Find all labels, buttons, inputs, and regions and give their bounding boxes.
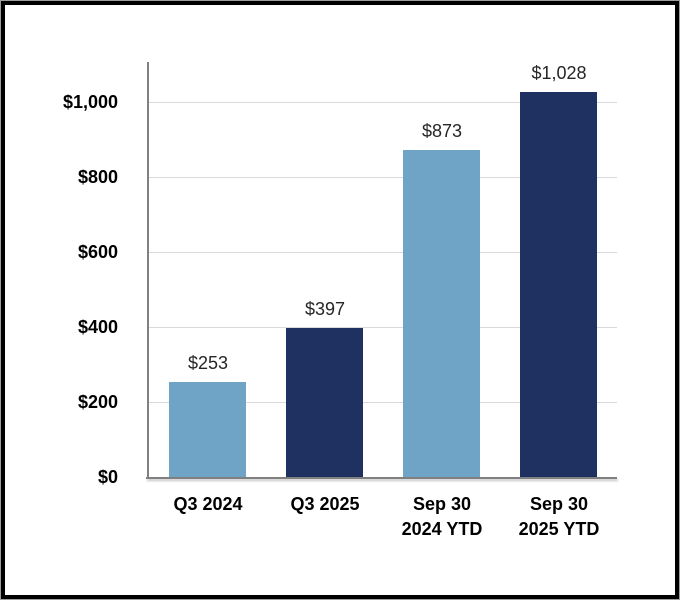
bar-value-label: $397 — [304, 299, 346, 319]
bar-value-label: $873 — [421, 121, 463, 141]
y-axis-tick-label: $600 — [77, 242, 118, 262]
y-axis-tick-label: $800 — [77, 167, 118, 187]
gridline — [149, 252, 617, 253]
gridline — [149, 402, 617, 403]
y-axis-tick-label: $400 — [77, 317, 118, 337]
x-axis-category-label: Sep 30 2025 YTD — [518, 494, 600, 539]
x-axis-line — [146, 477, 617, 479]
gridline — [149, 102, 617, 103]
gridline — [149, 327, 617, 328]
y-axis-tick-label: $1,000 — [62, 92, 118, 112]
bar-chart: $0 $200 $400 $600 $800 $1,000 $253 $397 $873 $1,… — [5, 5, 675, 595]
gridline — [149, 177, 617, 178]
x-axis-category-label: Q3 2025 — [290, 494, 360, 514]
bar-value-label: $1,028 — [531, 63, 587, 83]
x-axis-category-label: Sep 30 2024 YTD — [401, 494, 483, 539]
x-axis-category-label: Q3 2024 — [173, 494, 243, 514]
bar-4 — [520, 92, 597, 478]
bar-3 — [403, 150, 480, 477]
y-axis-line — [147, 62, 149, 479]
bar-value-label: $253 — [187, 353, 229, 373]
y-axis-tick-label: $0 — [97, 467, 118, 487]
bar-1 — [169, 382, 246, 477]
bar-2 — [286, 328, 363, 477]
y-axis-tick-label: $200 — [77, 392, 118, 412]
